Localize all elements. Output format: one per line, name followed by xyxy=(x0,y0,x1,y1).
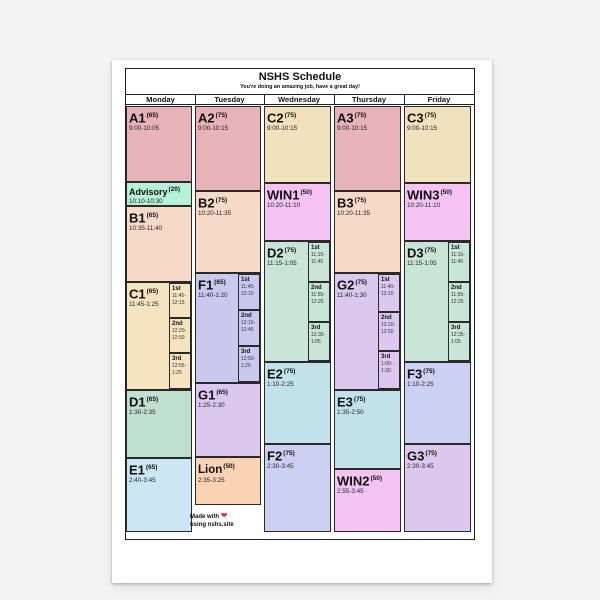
page-title: NSHS Schedule xyxy=(258,71,342,83)
period-b2[interactable]: B2(75) 10:20-11:35 xyxy=(195,191,261,273)
period-f2[interactable]: F2(75) 2:30-3:45 xyxy=(264,444,331,532)
footer-credit: Made with ❤ using nshs.site xyxy=(190,511,270,529)
lunch-slot[interactable]: 3rd 12:55-1:25 xyxy=(169,353,191,389)
title-row: NSHS Schedule You're doing an amazing jo… xyxy=(126,69,474,95)
period-a1[interactable]: A1(65) 9:00-10:05 xyxy=(126,106,192,182)
lunch-slot[interactable]: 3rd 12:35-1:05 xyxy=(448,322,470,361)
poster: NSHS Schedule You're doing an amazing jo… xyxy=(112,60,492,583)
day-header-monday: Monday xyxy=(126,94,195,105)
lunch-slot[interactable]: 2nd 12:20-12:50 xyxy=(169,318,191,353)
lunch-slot[interactable]: 3rd 12:50-1:20 xyxy=(238,346,260,382)
lunch-slot[interactable]: 3rd 12:35-1:05 xyxy=(308,322,330,361)
period-c2[interactable]: C2(75) 9:00-10:15 xyxy=(264,106,331,183)
period-a2[interactable]: A2(75) 9:00-10:15 xyxy=(195,106,261,191)
schedule-grid: NSHS Schedule You're doing an amazing jo… xyxy=(125,68,475,540)
period-b3[interactable]: B3(75) 10:20-11:35 xyxy=(334,191,401,273)
heart-icon: ❤ xyxy=(220,511,228,520)
lunch-slot[interactable]: 2nd 12:15-12:45 xyxy=(238,310,260,346)
day-header-tuesday: Tuesday xyxy=(195,94,264,105)
period-c3[interactable]: C3(75) 9:00-10:15 xyxy=(404,106,471,183)
lunch-slot[interactable]: 2nd 11:55-12:25 xyxy=(448,282,470,322)
period-a3[interactable]: A3(75) 9:00-10:15 xyxy=(334,106,401,191)
day-divider xyxy=(404,94,405,105)
footer-made-with: Made with xyxy=(190,514,220,520)
period-lion[interactable]: Lion(50) 2:35-3:25 xyxy=(195,457,261,505)
period-b1[interactable]: B1(65) 10:35-11:40 xyxy=(126,206,192,282)
lunch-slot[interactable]: 1st 11:15-11:45 xyxy=(308,242,330,282)
day-header-wednesday: Wednesday xyxy=(264,94,334,105)
day-header-thursday: Thursday xyxy=(334,94,404,105)
period-g3[interactable]: G3(75) 2:30-3:45 xyxy=(404,444,471,532)
day-divider xyxy=(334,94,335,105)
period-e3[interactable]: E3(75) 1:35-2:50 xyxy=(334,390,401,469)
period-d1[interactable]: D1(65) 1:30-2:35 xyxy=(126,390,192,458)
lunch-slot[interactable]: 1st 11:40-12:10 xyxy=(378,274,400,312)
day-divider xyxy=(195,94,196,105)
lunch-slot[interactable]: 1st 11:45-12:15 xyxy=(169,283,191,318)
period-g1[interactable]: G1(65) 1:25-2:30 xyxy=(195,383,261,457)
page-subtitle: You're doing an amazing job, have a grea… xyxy=(240,84,360,90)
period-e1[interactable]: E1(65) 2:40-3:45 xyxy=(126,458,192,532)
lunch-slot[interactable]: 2nd 11:55-12:25 xyxy=(308,282,330,322)
period-win2[interactable]: WIN2(50) 2:55-3:45 xyxy=(334,469,401,532)
period-win1[interactable]: WIN1(50) 10:20-11:10 xyxy=(264,183,331,241)
footer-site-link[interactable]: using nshs.site xyxy=(190,522,234,528)
lunch-slot[interactable]: 1st 11:40-12:10 xyxy=(238,274,260,310)
period-win3[interactable]: WIN3(50) 10:20-11:10 xyxy=(404,183,471,241)
period-f3[interactable]: F3(75) 1:10-2:25 xyxy=(404,362,471,444)
day-header-friday: Friday xyxy=(404,94,474,105)
day-divider xyxy=(264,94,265,105)
lunch-slot[interactable]: 1st 11:15-11:45 xyxy=(448,242,470,282)
lunch-slot[interactable]: 3rd 1:00-1:30 xyxy=(378,351,400,389)
lunch-slot[interactable]: 2nd 12:20-12:50 xyxy=(378,312,400,351)
period-advisory[interactable]: Advisory(20) 10:10-10:30 xyxy=(126,182,192,206)
period-e2[interactable]: E2(75) 1:10-2:25 xyxy=(264,362,331,444)
